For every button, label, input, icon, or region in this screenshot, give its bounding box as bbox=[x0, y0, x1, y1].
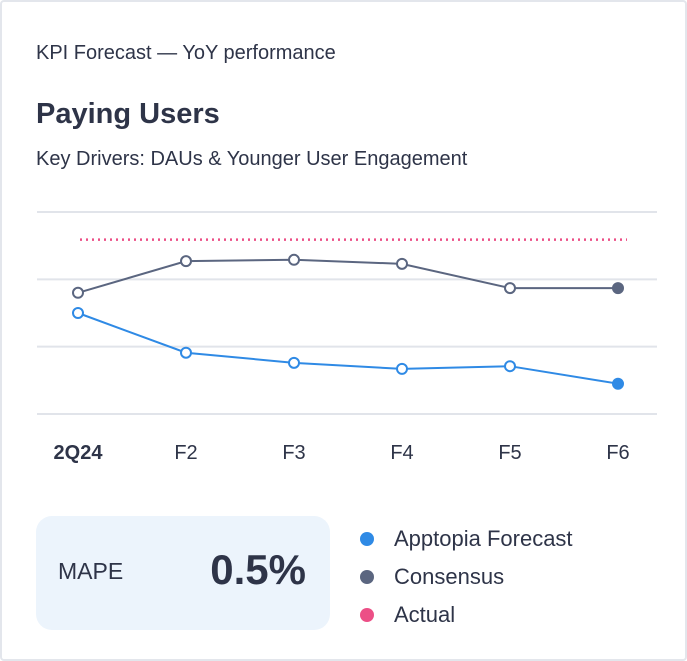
consensus-point bbox=[288, 253, 300, 266]
consensus-line bbox=[77, 258, 618, 294]
x-tick-label: F5 bbox=[498, 442, 521, 464]
consensus-point bbox=[396, 257, 408, 270]
consensus-point bbox=[180, 255, 192, 268]
card-title: Paying Users bbox=[36, 98, 220, 130]
legend-label: Apptopia Forecast bbox=[394, 526, 573, 551]
legend-item-forecast: Apptopia Forecast bbox=[360, 520, 573, 558]
forecast-point bbox=[288, 356, 300, 369]
x-tick-label: 2Q24 bbox=[54, 442, 104, 464]
consensus-point bbox=[72, 286, 84, 299]
legend-item-consensus: Consensus bbox=[360, 558, 573, 596]
legend-label: Consensus bbox=[394, 564, 505, 589]
actual-dot-icon bbox=[360, 608, 374, 622]
forecast-line bbox=[77, 312, 619, 385]
x-tick-label: F4 bbox=[390, 442, 413, 464]
line-chart: 2Q24 F2 F3 F4 F5 F6 bbox=[37, 211, 657, 464]
forecast-point bbox=[180, 346, 192, 359]
legend-label: Actual bbox=[394, 602, 456, 627]
forecast-point bbox=[72, 307, 84, 319]
consensus-point bbox=[504, 282, 516, 295]
forecast-point bbox=[504, 360, 516, 373]
legend-item-actual: Actual bbox=[360, 596, 573, 634]
x-tick-label: F2 bbox=[174, 442, 197, 464]
card-kicker: KPI Forecast — YoY performance bbox=[36, 42, 336, 64]
consensus-point bbox=[612, 282, 624, 295]
card-subtitle: Key Drivers: DAUs & Younger User Engagem… bbox=[36, 148, 468, 170]
forecast-dot-icon bbox=[360, 532, 374, 546]
forecast-point bbox=[396, 362, 408, 375]
forecast-point bbox=[612, 377, 624, 390]
mape-value: 0.5% bbox=[210, 546, 306, 593]
mape-box: MAPE 0.5% bbox=[36, 516, 330, 630]
mape-label: MAPE bbox=[58, 558, 124, 584]
chart-legend: Apptopia Forecast Consensus Actual bbox=[360, 520, 573, 634]
x-tick-label: F3 bbox=[282, 442, 305, 464]
x-tick-label: F6 bbox=[606, 442, 629, 464]
consensus-dot-icon bbox=[360, 570, 374, 584]
